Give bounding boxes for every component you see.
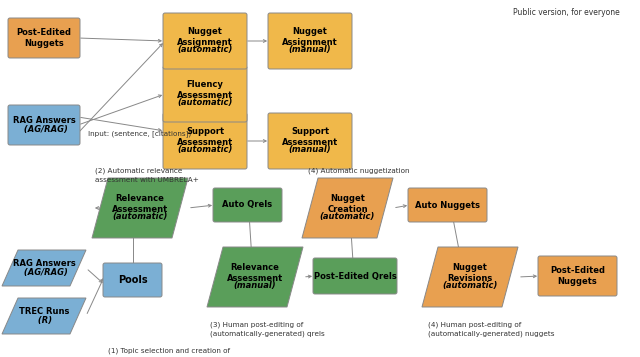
Text: Nugget
Creation: Nugget Creation xyxy=(327,194,368,214)
Text: Nugget
Revisions: Nugget Revisions xyxy=(447,263,493,283)
Text: (automatic): (automatic) xyxy=(177,145,233,154)
FancyBboxPatch shape xyxy=(213,188,282,222)
Text: (3) Human post-editing of
(automatically-generated) qrels: (3) Human post-editing of (automatically… xyxy=(210,322,324,337)
Text: (automatic): (automatic) xyxy=(112,212,168,221)
Text: (automatic): (automatic) xyxy=(320,212,375,221)
Text: RAG Answers: RAG Answers xyxy=(13,260,76,268)
FancyBboxPatch shape xyxy=(163,66,247,122)
Polygon shape xyxy=(207,247,303,307)
Polygon shape xyxy=(92,178,188,238)
Text: (R): (R) xyxy=(35,316,52,325)
FancyBboxPatch shape xyxy=(8,105,80,145)
Text: TREC Runs: TREC Runs xyxy=(19,307,69,316)
Text: (AG/RAG): (AG/RAG) xyxy=(20,267,67,277)
Text: Nugget
Assignment: Nugget Assignment xyxy=(177,27,233,47)
Text: Input: (sentence, [citations]): Input: (sentence, [citations]) xyxy=(88,130,191,137)
Text: (AG/RAG): (AG/RAG) xyxy=(20,125,67,134)
Text: Relevance
Assessment: Relevance Assessment xyxy=(112,194,168,214)
FancyBboxPatch shape xyxy=(163,113,247,169)
FancyBboxPatch shape xyxy=(538,256,617,296)
Text: Pools: Pools xyxy=(118,275,147,285)
FancyBboxPatch shape xyxy=(163,13,247,69)
Text: Nugget
Assignment: Nugget Assignment xyxy=(282,27,338,47)
Text: (manual): (manual) xyxy=(289,45,332,54)
Polygon shape xyxy=(2,298,86,334)
Text: Fluency
Assessment: Fluency Assessment xyxy=(177,80,233,100)
Polygon shape xyxy=(2,250,86,286)
Text: RAG Answers: RAG Answers xyxy=(13,116,76,125)
Text: Post-Edited
Nuggets: Post-Edited Nuggets xyxy=(17,28,72,48)
Text: Auto Qrels: Auto Qrels xyxy=(223,201,273,210)
Text: Relevance
Assessment: Relevance Assessment xyxy=(227,263,283,283)
Text: Support
Assessment: Support Assessment xyxy=(177,127,233,147)
Text: Post-Edited
Nuggets: Post-Edited Nuggets xyxy=(550,266,605,286)
Text: (1) Topic selection and creation of
assessment pools (doc segments).: (1) Topic selection and creation of asse… xyxy=(108,348,233,357)
Polygon shape xyxy=(422,247,518,307)
Text: (automatic): (automatic) xyxy=(177,97,233,107)
Text: Public version, for everyone: Public version, for everyone xyxy=(513,8,620,17)
Text: (automatic): (automatic) xyxy=(442,281,498,290)
FancyBboxPatch shape xyxy=(268,13,352,69)
Text: Post-Edited Qrels: Post-Edited Qrels xyxy=(314,272,396,281)
FancyBboxPatch shape xyxy=(408,188,487,222)
Text: (4) Human post-editing of
(automatically-generated) nuggets: (4) Human post-editing of (automatically… xyxy=(428,322,554,337)
Text: Support
Assessment: Support Assessment xyxy=(282,127,338,147)
FancyBboxPatch shape xyxy=(268,113,352,169)
FancyBboxPatch shape xyxy=(103,263,162,297)
Text: (4) Automatic nuggetization: (4) Automatic nuggetization xyxy=(308,168,410,175)
Text: (manual): (manual) xyxy=(234,281,276,290)
Text: (2) Automatic relevance
assessment with UMBRELA+: (2) Automatic relevance assessment with … xyxy=(95,168,199,182)
Polygon shape xyxy=(302,178,393,238)
Text: (automatic): (automatic) xyxy=(177,45,233,54)
Text: (manual): (manual) xyxy=(289,145,332,154)
FancyBboxPatch shape xyxy=(313,258,397,294)
FancyBboxPatch shape xyxy=(8,18,80,58)
Text: Auto Nuggets: Auto Nuggets xyxy=(415,201,480,210)
